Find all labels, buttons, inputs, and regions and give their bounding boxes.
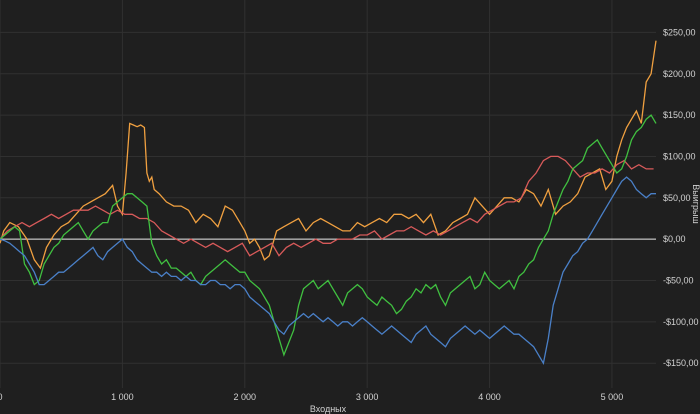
y-tick-label-6: -$50,00	[663, 275, 694, 285]
x-tick-label-1: 1 000	[111, 392, 134, 402]
y-tick-label-4: $50,00	[663, 193, 691, 203]
grid-layer	[0, 0, 656, 388]
series-line-1	[0, 155, 654, 257]
x-axis-title: Входных	[310, 404, 347, 414]
y-tick-label-0: $250,00	[663, 27, 696, 37]
series-line-0	[0, 40, 657, 270]
x-tick-label-4: 4 000	[478, 392, 501, 402]
y-tick-label-1: $200,00	[663, 69, 696, 79]
y-tick-label-5: $0,00	[663, 234, 686, 244]
x-tick-label-0: 0	[0, 392, 3, 402]
y-tick-label-8: -$150,00	[663, 358, 699, 368]
y-tick-label-7: -$100,00	[663, 317, 699, 327]
y-axis-title: Выигрыш	[691, 184, 700, 223]
y-tick-label-3: $100,00	[663, 151, 696, 161]
x-tick-labels: 0 1 000 2 000 3 000 4 000 5 000	[0, 392, 623, 402]
series-line-2	[0, 114, 657, 357]
x-tick-label-2: 2 000	[234, 392, 257, 402]
y-tick-label-2: $150,00	[663, 110, 696, 120]
x-tick-label-5: 5 000	[601, 392, 624, 402]
series-layer	[0, 40, 657, 365]
series-line-3	[0, 176, 656, 365]
x-tick-label-3: 3 000	[356, 392, 379, 402]
y-tick-labels: $250,00 $200,00 $150,00 $100,00 $50,00 $0,00 -…	[663, 27, 699, 368]
